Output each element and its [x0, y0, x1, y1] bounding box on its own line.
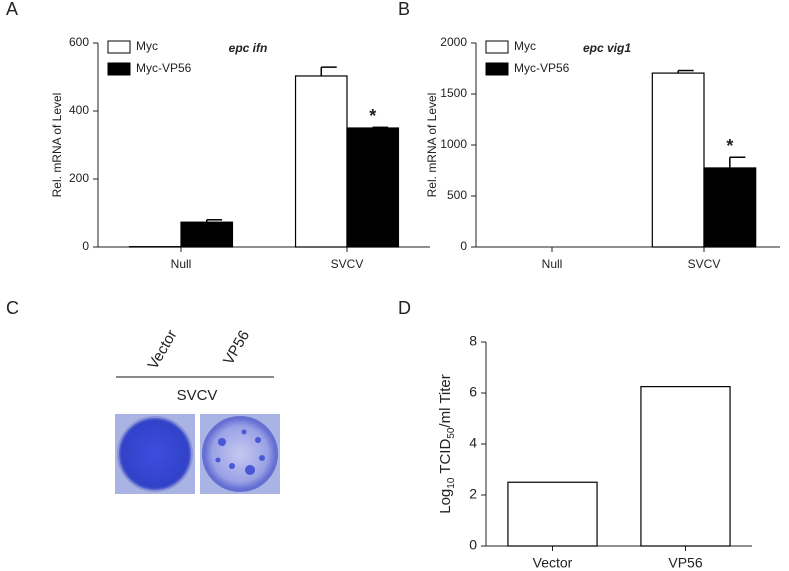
y-axis-label: Rel. mRNA of Level: [425, 93, 439, 198]
bar: [346, 127, 400, 248]
treatment-label: SVCV: [177, 387, 218, 404]
y-axis-label: Rel. mRNA of Level: [50, 93, 64, 198]
y-tick-label: 1000: [440, 137, 467, 151]
x-tick-label: SVCV: [331, 257, 364, 271]
legend-swatch: [107, 40, 131, 54]
legend-label: Myc: [136, 39, 158, 53]
bar: [507, 481, 598, 547]
significance-mark: *: [726, 136, 733, 156]
y-tick-label: 200: [69, 171, 89, 185]
y-axis-label-part: 10: [446, 477, 457, 489]
column-label: Vector: [145, 327, 181, 372]
plate: [202, 416, 278, 492]
legend-swatch: [485, 62, 509, 76]
y-tick-label: 2000: [440, 35, 467, 49]
legend-label: Myc-VP56: [514, 61, 570, 75]
bar: [180, 221, 234, 248]
y-tick-label: 8: [469, 333, 477, 349]
column-label: VP56: [220, 328, 253, 368]
y-axis-label-part: Log: [437, 489, 454, 514]
y-axis-label-part: 50: [446, 427, 457, 439]
y-tick-label: 2: [469, 486, 477, 502]
x-tick-label: VP56: [668, 555, 702, 571]
bar: [703, 167, 757, 248]
bar: [294, 75, 348, 248]
x-tick-label: Null: [171, 257, 192, 271]
x-tick-label: SVCV: [688, 257, 721, 271]
panel-label: B: [398, 0, 410, 19]
y-tick-label: 400: [69, 103, 89, 117]
panel-label: D: [398, 298, 411, 318]
y-axis-label-part: TCID: [437, 439, 454, 478]
y-tick-label: 0: [469, 537, 477, 553]
y-axis-label-part: /ml Titer: [437, 374, 454, 427]
legend-label: Myc-VP56: [136, 61, 192, 75]
y-tick-label: 600: [69, 35, 89, 49]
chart-title: epc vig1: [583, 41, 631, 55]
y-tick-label: 0: [82, 239, 89, 253]
panel-label: C: [6, 298, 19, 318]
x-tick-label: Vector: [533, 555, 573, 571]
y-tick-label: 1500: [440, 86, 467, 100]
y-tick-label: 6: [469, 384, 477, 400]
x-tick-label: Null: [542, 257, 563, 271]
plaques: [215, 429, 265, 475]
plate: [117, 416, 193, 492]
y-tick-label: 0: [460, 239, 467, 253]
chart-title: epc ifn: [229, 41, 268, 55]
significance-mark: *: [369, 106, 376, 126]
y-axis-label: Log10 TCID50/ml Titer: [437, 374, 457, 514]
legend-swatch: [107, 62, 131, 76]
bar: [651, 72, 705, 248]
y-tick-label: 500: [447, 188, 467, 202]
y-tick-label: 4: [469, 435, 477, 451]
legend-swatch: [485, 40, 509, 54]
panel-label: A: [6, 0, 18, 19]
bar: [640, 386, 731, 547]
legend-label: Myc: [514, 39, 536, 53]
